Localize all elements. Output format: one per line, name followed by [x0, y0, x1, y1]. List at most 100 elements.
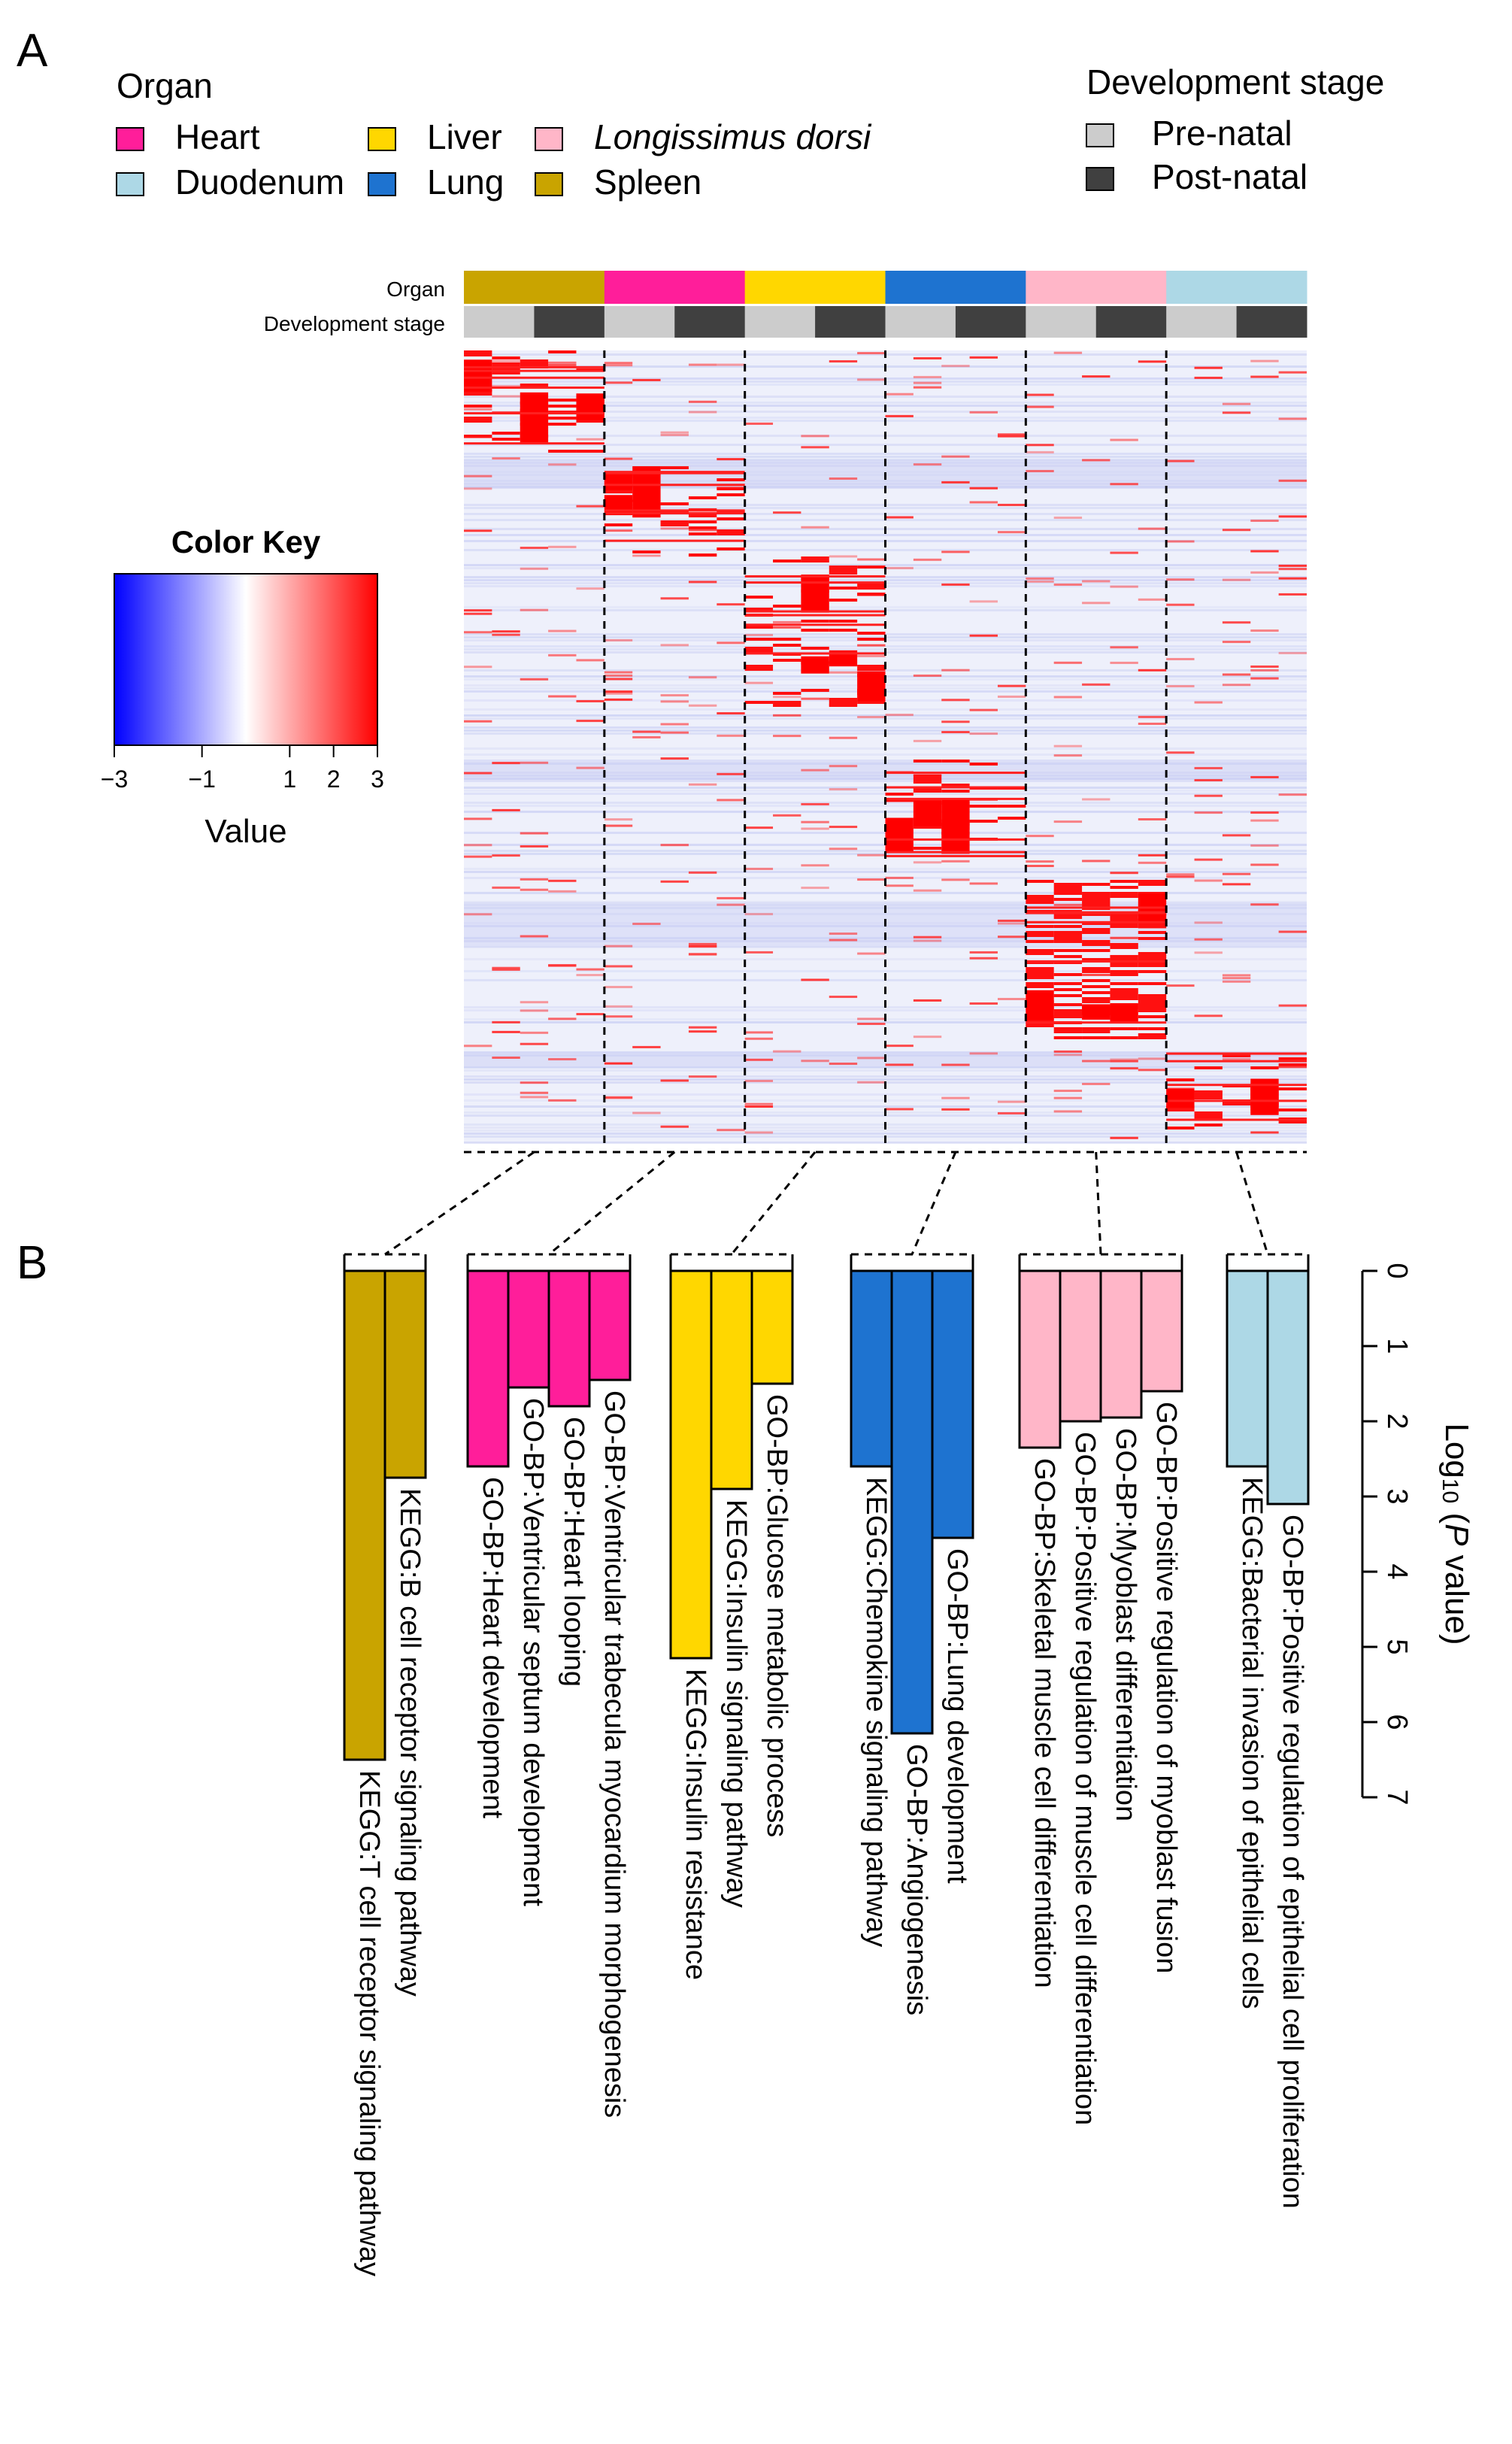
- heatmap-cell: [1082, 898, 1111, 901]
- heatmap-cell: [1250, 819, 1279, 822]
- heatmap-cell: [1166, 1108, 1195, 1111]
- heatmap-cell: [969, 356, 998, 359]
- heatmap-cell: [492, 968, 520, 971]
- heatmap-cell: [997, 919, 1026, 922]
- heatmap-cell: [464, 386, 604, 389]
- heatmap-row-stripe: [464, 456, 1307, 458]
- heatmap-cell: [1222, 621, 1251, 624]
- bar-go-bp-heart-looping: [547, 1269, 591, 1408]
- heatmap-cell: [717, 903, 745, 906]
- heatmap-cell: [1082, 1082, 1111, 1085]
- heatmap-cell: [885, 884, 914, 887]
- heatmap-cell: [604, 1062, 633, 1065]
- heatmap-cell: [548, 545, 577, 548]
- heatmap-row-stripe: [464, 726, 1307, 729]
- heatmap-cell: [492, 457, 520, 460]
- heatmap-cell: [1250, 811, 1279, 814]
- heatmap-cell: [1194, 1090, 1223, 1093]
- heatmap-cell: [1138, 997, 1167, 1000]
- heatmap-cell: [717, 772, 745, 775]
- heatmap-cell: [744, 1058, 774, 1061]
- bar-go-bp-positive-regulation-of-myoblast-fusion: [1140, 1269, 1183, 1393]
- heatmap-cell: [913, 381, 942, 384]
- heatmap-cell: [885, 854, 1026, 857]
- heatmap-cell: [1053, 661, 1083, 664]
- heatmap-cell: [773, 559, 801, 562]
- heatmap-cell: [492, 1030, 520, 1033]
- heatmap-cell: [941, 1096, 970, 1099]
- heatmap-cell: [885, 876, 914, 879]
- heatmap: Organ Development stage: [264, 271, 1307, 1154]
- heatmap-cell: [744, 633, 774, 636]
- bar-label-go-bp-positive-regulation-of-epithelial-cell-proliferation: GO-BP:Positive regulation of epithelial …: [1277, 1515, 1308, 2209]
- heatmap-cell: [464, 529, 492, 532]
- heatmap-cell: [744, 575, 886, 578]
- heatmap-cell: [1138, 1036, 1167, 1039]
- heatmap-cell: [660, 1079, 689, 1082]
- heatmap-cell: [464, 442, 604, 445]
- heatmap-cell: [1194, 701, 1223, 704]
- heatmap-cell: [941, 760, 970, 763]
- heatmap-cell: [660, 731, 689, 734]
- heatmap-cell: [464, 405, 492, 408]
- heatmap-cell: [1138, 818, 1167, 821]
- heatmap-cell: [1110, 913, 1138, 916]
- heatmap-cell: [829, 587, 858, 590]
- heatmap-cell: [801, 656, 829, 674]
- heatmap-cell: [773, 626, 801, 629]
- heatmap-cell: [717, 603, 745, 606]
- heatmap-cell: [941, 550, 970, 553]
- heatmap-cell: [548, 405, 577, 408]
- heatmap-cell: [548, 411, 577, 414]
- heatmap-cell: [464, 365, 604, 368]
- heatmap-cell: [464, 844, 492, 847]
- heatmap-cell: [548, 423, 577, 426]
- connector-duodenum: [1235, 1151, 1269, 1255]
- heatmap-cell: [576, 420, 604, 423]
- heatmap-cell: [1026, 934, 1054, 937]
- heatmap-cell: [1194, 794, 1223, 797]
- heatmap-cell: [1026, 901, 1054, 904]
- heatmap-row-stripe: [464, 1093, 1307, 1096]
- heatmap-cell: [1110, 970, 1138, 973]
- heatmap-cell: [744, 867, 774, 870]
- legend-organ-title: Organ: [117, 66, 213, 105]
- heatmap-cell: [717, 458, 745, 461]
- heatmap-cell: [885, 817, 914, 853]
- heatmap-cell: [688, 514, 717, 517]
- heatmap-cell: [1082, 985, 1111, 988]
- heatmap-cell: [717, 532, 745, 535]
- heatmap-row-stripe: [464, 940, 1307, 942]
- heatmap-cell: [1138, 925, 1167, 928]
- heatmap-cell: [1053, 351, 1083, 354]
- heatmap-cell: [604, 495, 633, 516]
- heatmap-cell: [1053, 886, 1083, 889]
- heatmap-cell: [548, 1058, 577, 1061]
- heatmap-cell: [857, 644, 886, 647]
- heatmap-cell: [464, 353, 492, 356]
- heatmap-cell: [941, 669, 970, 672]
- heatmap-cell: [857, 638, 886, 641]
- heatmap-cell: [1278, 371, 1307, 374]
- heatmap-cell: [913, 356, 942, 359]
- heatmap-cell: [913, 935, 942, 938]
- heatmap-cell: [913, 847, 942, 850]
- heatmap-cell: [997, 433, 1026, 436]
- heatmap-cell: [604, 671, 633, 674]
- heatmap-cell: [1110, 1027, 1138, 1030]
- bar-label-kegg-b-cell-receptor-signaling-pathway: KEGG:B cell receptor signaling pathway: [394, 1488, 426, 1997]
- heatmap-row-stripe: [464, 534, 1307, 536]
- heatmap-cell: [688, 1030, 717, 1033]
- heatmap-cell: [969, 951, 998, 954]
- heatmap-cell: [520, 1001, 549, 1004]
- axis-tick-label: 4: [1381, 1563, 1413, 1579]
- heatmap-cell: [773, 704, 801, 707]
- heatmap-cell: [801, 559, 829, 562]
- heatmap-cell: [1026, 960, 1167, 963]
- heatmap-cell: [660, 723, 689, 726]
- heatmap-cell: [1138, 937, 1167, 940]
- heatmap-cell: [492, 438, 520, 441]
- organ-bar-heart: [604, 271, 746, 304]
- heatmap-cell: [604, 1005, 633, 1008]
- heatmap-cell: [1194, 1123, 1223, 1126]
